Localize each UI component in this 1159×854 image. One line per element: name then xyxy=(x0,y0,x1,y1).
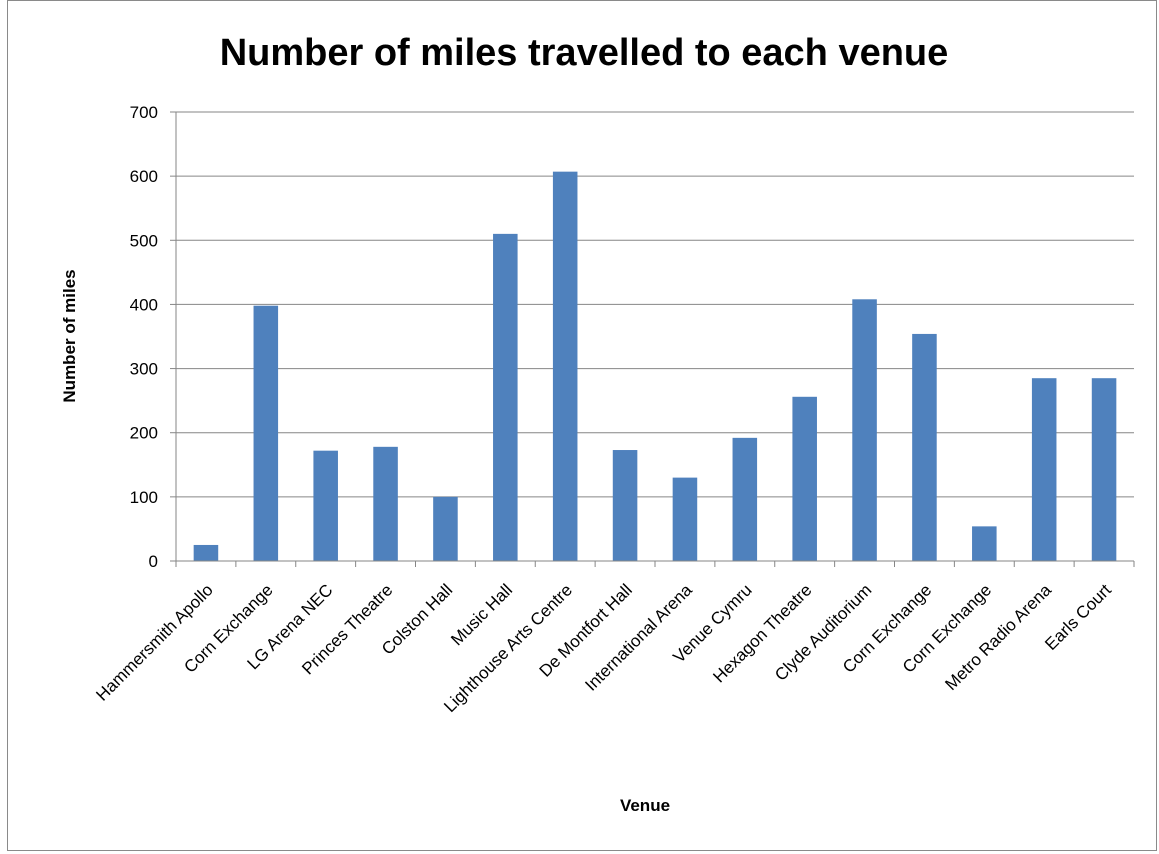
y-tick-label: 400 xyxy=(130,295,158,314)
bar xyxy=(373,446,398,561)
x-category-label: International Arena xyxy=(581,580,696,695)
bar xyxy=(792,396,817,561)
y-axis-title: Number of miles xyxy=(60,269,79,402)
bar xyxy=(912,333,937,561)
y-tick-label: 0 xyxy=(149,552,158,571)
x-category-label: Metro Radio Arena xyxy=(941,580,1055,694)
x-axis-ticks xyxy=(175,561,1135,567)
bar xyxy=(433,496,458,561)
y-tick-label: 200 xyxy=(130,424,158,443)
bar xyxy=(253,305,279,561)
bar xyxy=(732,437,758,561)
bar xyxy=(1031,378,1057,561)
bar xyxy=(552,171,578,561)
bar xyxy=(612,450,638,561)
y-tick-label: 600 xyxy=(130,167,158,186)
chart-title: Number of miles travelled to each venue xyxy=(220,32,949,74)
gridlines xyxy=(176,111,1134,498)
x-axis-title: Venue xyxy=(620,796,670,815)
bar xyxy=(972,526,997,561)
x-category-label: Hammersmith Apollo xyxy=(92,580,216,704)
bar xyxy=(852,299,877,561)
bar xyxy=(1091,378,1117,561)
bar xyxy=(672,477,698,561)
bar xyxy=(193,544,219,561)
y-tick-label: 700 xyxy=(130,103,158,122)
bar-chart: Number of miles travelled to each venue … xyxy=(60,32,1135,815)
y-axis-ticks: 0 100 200 300 400 500 600 700 xyxy=(130,103,176,571)
y-tick-label: 100 xyxy=(130,488,158,507)
bar xyxy=(313,450,338,561)
y-tick-label: 500 xyxy=(130,231,158,250)
y-tick-label: 300 xyxy=(130,360,158,379)
bars xyxy=(193,171,1117,561)
bar xyxy=(493,233,518,561)
chart-frame: Number of miles travelled to each venue … xyxy=(7,0,1157,851)
